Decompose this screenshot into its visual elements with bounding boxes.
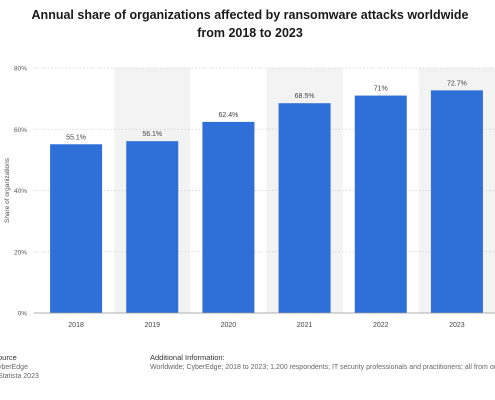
bar-chart: 0% 20% 40% 60% 80% Share of organizations 55.1…	[4, 66, 495, 329]
data-label: 71%	[374, 86, 388, 93]
chart-area: 0% 20% 40% 60% 80% Share of organizations 55.1…	[4, 66, 495, 329]
data-label: 72.7%	[447, 80, 467, 87]
bar	[430, 90, 483, 313]
x-tick-label: 2022	[373, 322, 389, 329]
x-tick-label: 2023	[449, 322, 465, 329]
additional-info-text: Worldwide; CyberEdge; 2018 to 2023; 1,20…	[150, 363, 495, 371]
data-label: 56.1%	[142, 131, 162, 138]
bar	[202, 121, 255, 314]
bar	[126, 141, 179, 313]
data-label: 62.4%	[218, 112, 238, 119]
x-tick-label: 2018	[68, 322, 84, 329]
bar	[50, 144, 103, 313]
additional-info-heading: Additional Information:	[150, 353, 225, 362]
data-label: 55.1%	[66, 134, 86, 141]
y-tick-label: 80%	[14, 66, 27, 73]
source-block: ource yberEdge Statista 2023	[0, 353, 39, 382]
source-line-2: Statista 2023	[0, 373, 39, 380]
y-tick-label: 20%	[14, 249, 27, 256]
source-heading: ource	[0, 353, 17, 362]
y-tick-label: 40%	[14, 188, 27, 195]
chart-title: Annual share of organizations affected b…	[31, 8, 469, 40]
bar	[354, 95, 407, 313]
x-tick-label: 2019	[144, 322, 160, 329]
x-tick-label: 2020	[221, 322, 237, 329]
bar	[278, 103, 331, 313]
y-tick-label: 60%	[14, 127, 27, 134]
y-tick-label: 0%	[18, 311, 28, 318]
x-tick-label: 2021	[297, 322, 313, 329]
data-label: 68.5%	[295, 93, 315, 100]
y-axis-label: Share of organizations	[4, 157, 11, 223]
additional-info-block: Additional Information: Worldwide; Cyber…	[150, 353, 495, 372]
source-line-1: yberEdge	[0, 363, 28, 371]
